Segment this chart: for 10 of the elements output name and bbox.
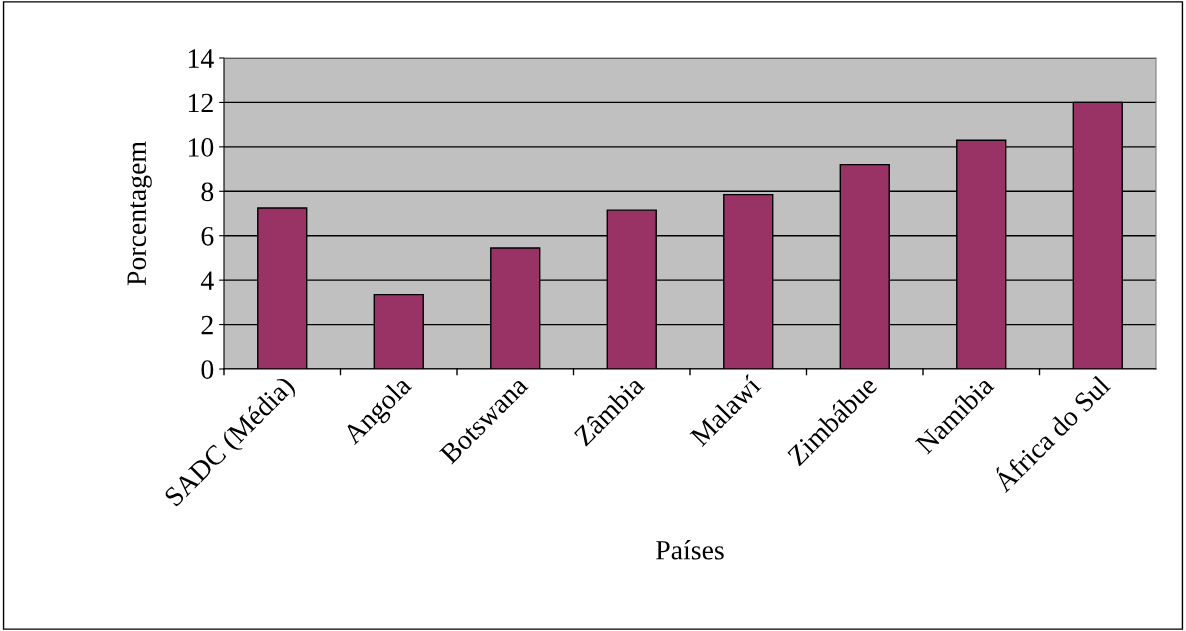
y-tick-label: 12: [188, 93, 213, 113]
y-tick-label: 4: [200, 271, 214, 290]
y-tick-label: 2: [201, 315, 213, 335]
y-tick-label: 14: [188, 49, 214, 68]
y-axis-title: Porcentagem: [127, 141, 152, 286]
x-axis-title: Países: [656, 540, 724, 560]
y-tick-label: 8: [201, 182, 214, 202]
y-tick-label: 0: [201, 360, 214, 379]
y-tick-label: 10: [188, 138, 214, 157]
y-tick-label: 6: [201, 226, 214, 246]
